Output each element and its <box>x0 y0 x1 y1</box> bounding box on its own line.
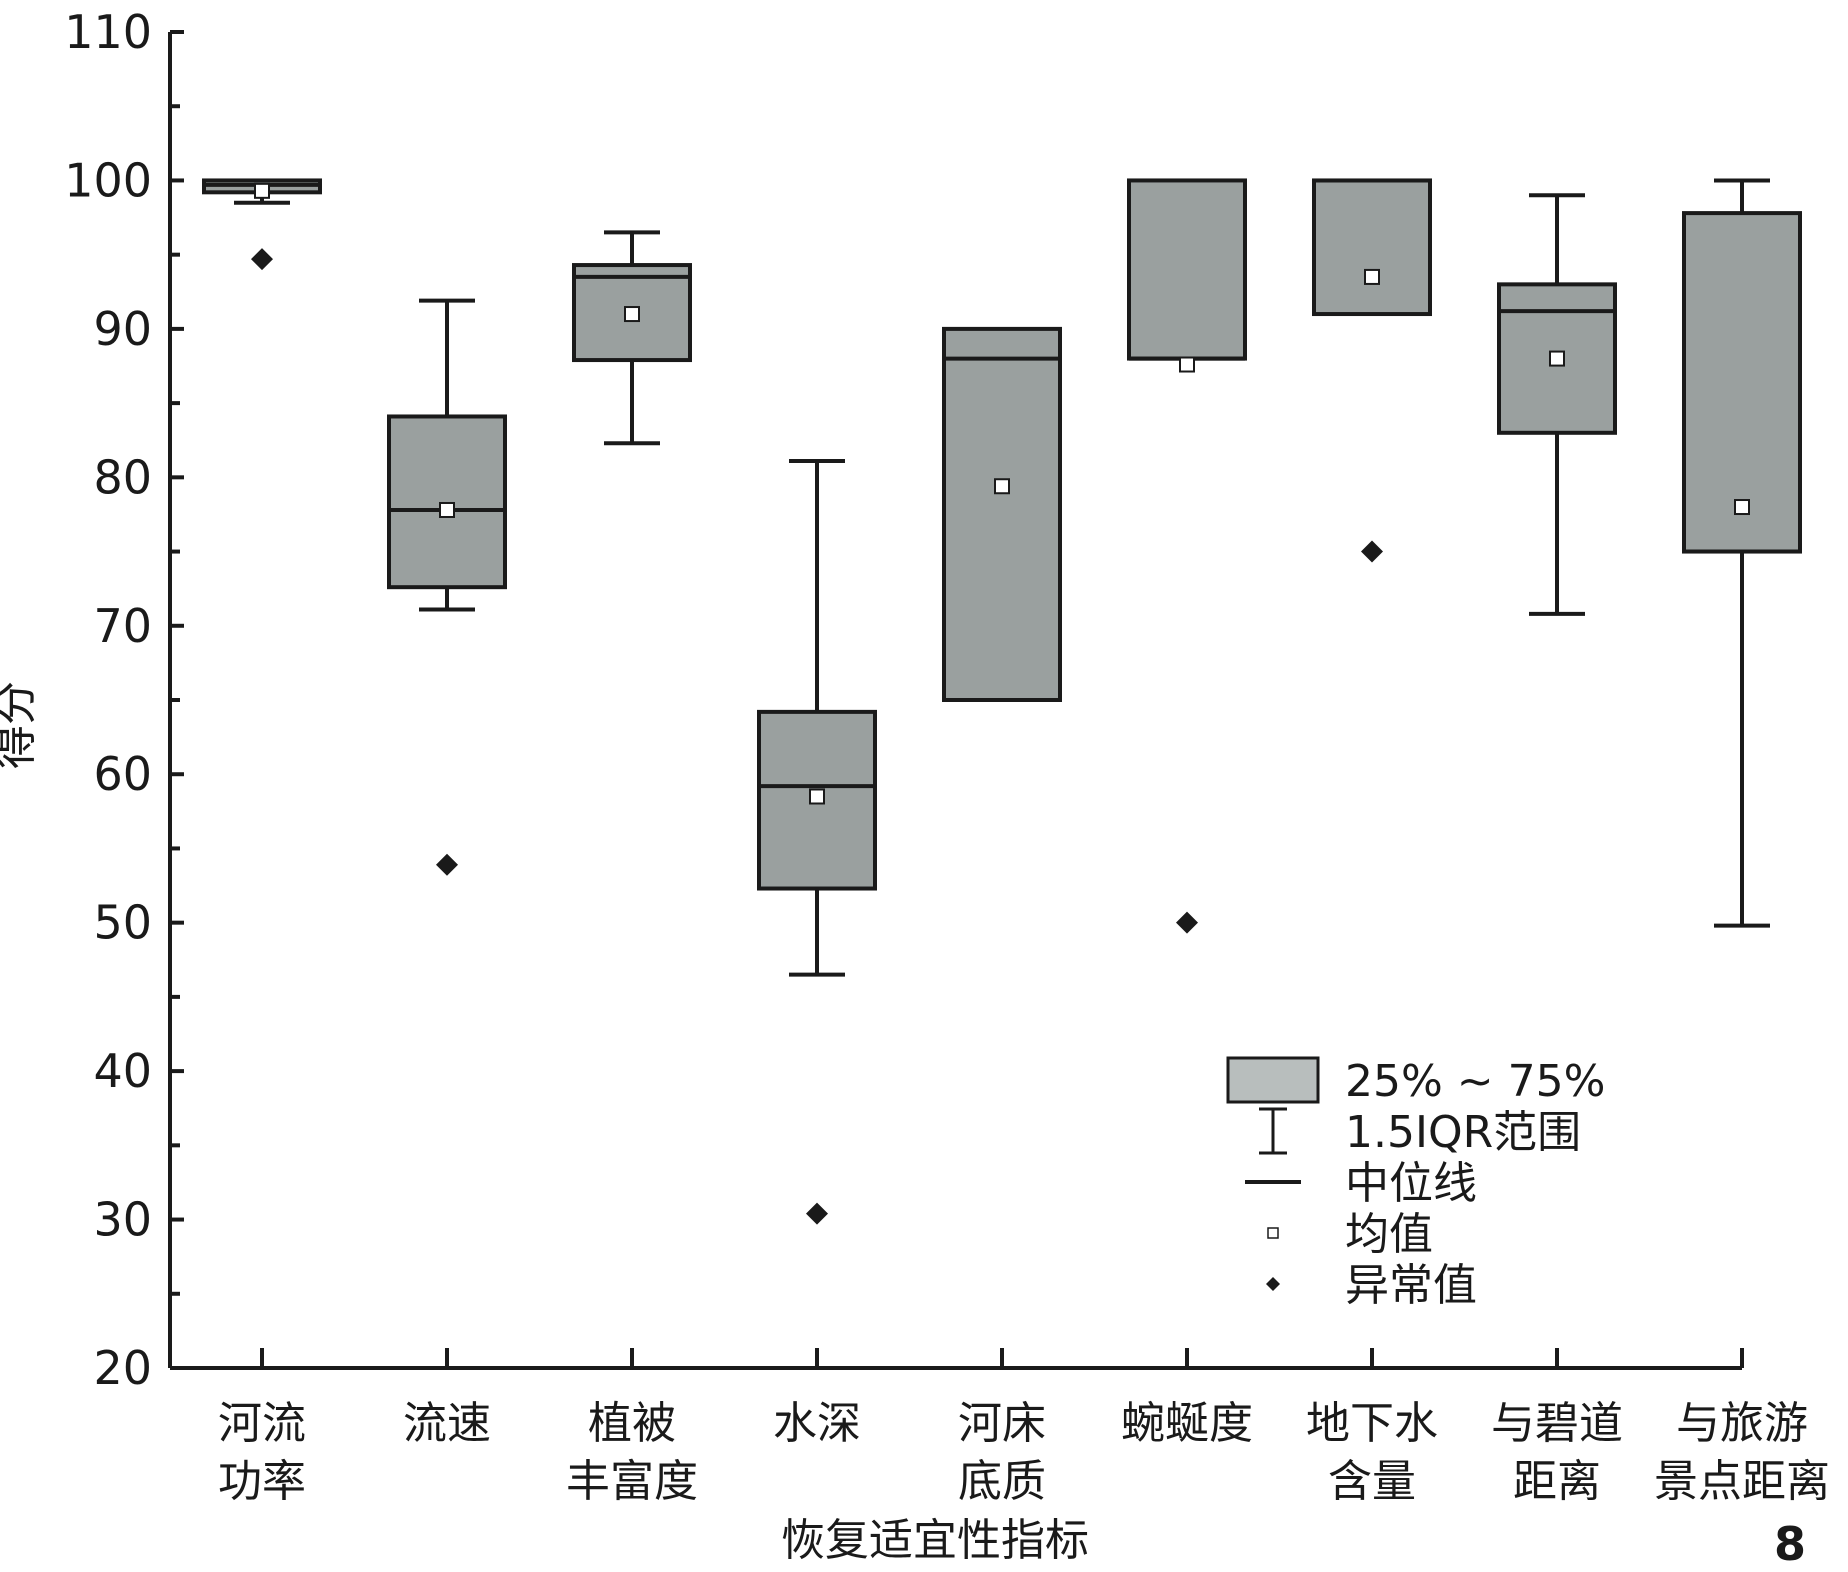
y-tick-label: 110 <box>64 5 152 59</box>
x-tick-label: 蜿蜒度 <box>1121 1398 1253 1449</box>
y-tick-label: 60 <box>93 747 152 801</box>
iqr-box <box>1127 178 1247 361</box>
y-tick-label: 80 <box>93 450 152 504</box>
y-tick-label: 90 <box>93 302 152 356</box>
mean-marker <box>624 306 640 323</box>
box-group <box>942 326 1062 702</box>
x-tick-label: 与旅游 <box>1676 1398 1808 1449</box>
y-axis-title: 得分 <box>0 681 41 769</box>
x-tick-label: 流速 <box>403 1398 491 1449</box>
box-group <box>572 230 692 446</box>
x-tick-label: 河流 <box>218 1398 306 1449</box>
outlier-marker <box>806 1202 828 1225</box>
legend-label: 异常值 <box>1345 1260 1477 1311</box>
x-tick-label: 水深 <box>773 1398 861 1449</box>
legend-outlier-swatch <box>1266 1277 1280 1291</box>
box-plot-series <box>202 178 1802 1225</box>
panel-label: 8 <box>1774 1517 1806 1571</box>
x-tick-label: 植被 <box>588 1398 676 1449</box>
y-tick-label: 20 <box>93 1341 152 1395</box>
legend-label: 中位线 <box>1345 1158 1477 1209</box>
iqr-box <box>387 414 507 590</box>
x-tick-label: 距离 <box>1513 1456 1601 1507</box>
iqr-box <box>1682 211 1802 554</box>
outlier-marker <box>1361 540 1383 563</box>
outlier-marker <box>436 853 458 876</box>
x-tick-label: 丰富度 <box>566 1456 698 1507</box>
x-tick-label: 功率 <box>218 1456 306 1507</box>
legend-mean-swatch <box>1267 1227 1279 1239</box>
mean-marker <box>1179 356 1195 373</box>
legend-box-swatch <box>1226 1056 1320 1104</box>
y-tick-label: 50 <box>93 896 152 950</box>
mean-marker <box>1549 350 1565 367</box>
x-tick-label: 与碧道 <box>1491 1398 1623 1449</box>
y-tick-label: 70 <box>93 599 152 653</box>
box-group <box>387 298 507 876</box>
box-group <box>202 178 322 271</box>
legend-label: 1.5IQR范围 <box>1345 1107 1581 1158</box>
x-tick-label: 地下水 <box>1306 1398 1438 1449</box>
iqr-box <box>942 326 1062 702</box>
outlier-marker <box>251 248 273 271</box>
legend-label: 均值 <box>1345 1209 1433 1260</box>
x-axis-title: 恢复适宜性指标 <box>781 1515 1089 1566</box>
mean-marker <box>809 788 825 805</box>
x-tick-label: 河床 <box>958 1398 1046 1449</box>
mean-marker <box>994 478 1010 495</box>
outlier-marker <box>1176 911 1198 934</box>
box-group <box>757 459 877 1225</box>
x-tick-label: 含量 <box>1328 1456 1416 1507</box>
x-tick-label: 底质 <box>958 1456 1046 1507</box>
y-tick-label: 40 <box>93 1044 152 1098</box>
iqr-box <box>1312 178 1432 317</box>
mean-marker <box>1734 499 1750 516</box>
mean-marker <box>254 182 270 199</box>
legend-label: 25% ~ 75% <box>1345 1056 1605 1107</box>
box-group <box>1127 178 1247 934</box>
box-group <box>1682 178 1802 928</box>
y-tick-label: 100 <box>64 153 152 207</box>
box-group <box>1312 178 1432 563</box>
x-tick-label: 景点距离 <box>1654 1456 1830 1507</box>
y-tick-label: 30 <box>93 1193 152 1247</box>
box-group <box>1497 193 1617 616</box>
mean-marker <box>1364 268 1380 285</box>
mean-marker <box>439 501 455 518</box>
